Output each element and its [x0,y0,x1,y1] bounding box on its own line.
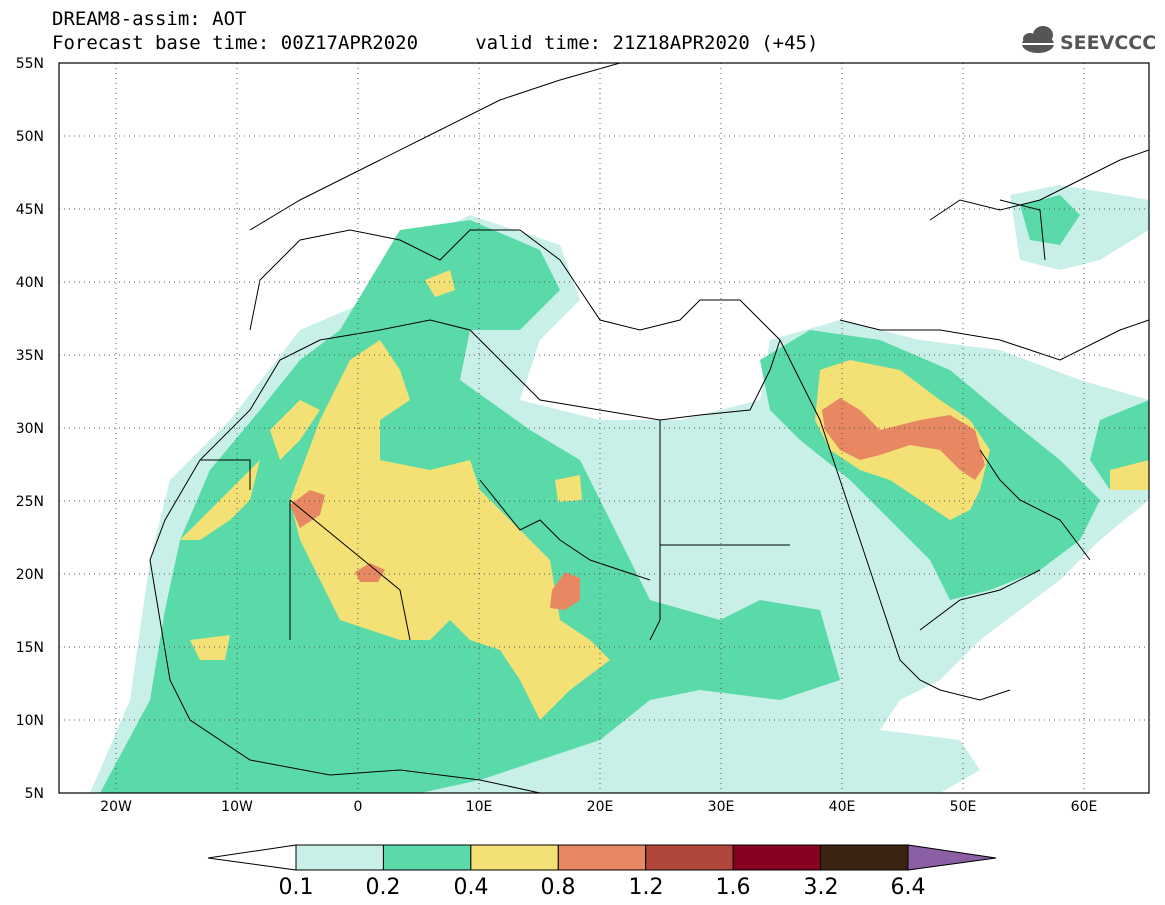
lat-label: 45N [16,202,44,218]
map-title: DREAM8-assim: AOT [52,8,247,30]
logo-text: SEEVCCC [1060,32,1156,54]
lon-label: 60E [1071,799,1098,815]
lon-label: 50E [950,799,977,815]
lat-label: 35N [16,348,44,364]
legend-max-arrow [907,844,997,871]
lat-label: 15N [16,640,44,656]
legend-labels: 0.1 0.2 0.4 0.8 1.2 1.6 3.2 6.4 [279,875,926,900]
lon-label: 20W [100,799,132,815]
map-frame [58,62,1150,794]
lat-label: 10N [16,713,44,729]
lon-label: 10W [221,799,253,815]
legend-color-box [557,844,647,871]
legend-color-box [382,844,472,871]
legend-color-box [645,844,734,871]
legend-label: 1.6 [716,875,751,900]
lon-labels: 20W 10W 0 10E 20E 30E 40E 50E 60E [100,799,1097,815]
lat-labels: 55N 50N 45N 40N 35N 30N 25N 20N 15N 10N … [16,56,44,802]
legend-color-box [732,844,822,871]
legend-label: 0.4 [454,875,489,900]
graticule [59,63,1149,793]
legend-label: 0.1 [279,875,314,900]
legend-color-box [820,844,909,871]
aot-level-0-8 [290,398,985,610]
legend-label: 0.8 [541,875,576,900]
coastlines [149,63,1149,793]
lon-label: 10E [466,799,493,815]
lat-label: 25N [16,494,44,510]
seevccc-logo: SEEVCCC [1022,26,1156,54]
forecast-times: Forecast base time: 00Z17APR2020 valid t… [52,32,819,54]
legend-color-box [295,844,384,871]
aot-fields [90,185,1149,793]
legend-label: 6.4 [891,875,926,900]
legend-color-box [470,844,559,871]
legend-label: 0.2 [366,875,401,900]
cloud-logo-icon [1022,26,1054,53]
legend-min-arrow [207,844,297,871]
legend-label: 1.2 [629,875,664,900]
lat-label: 20N [16,567,44,583]
lon-label: 40E [829,799,856,815]
lat-label: 50N [16,129,44,145]
lon-label: 30E [708,799,735,815]
lon-label: 20E [587,799,614,815]
legend-label: 3.2 [804,875,839,900]
lat-label: 5N [25,786,44,802]
lat-label: 55N [16,56,44,72]
lon-label: 0 [354,799,363,815]
legend-color-boxes [295,844,909,871]
lat-label: 40N [16,275,44,291]
lat-label: 30N [16,421,44,437]
